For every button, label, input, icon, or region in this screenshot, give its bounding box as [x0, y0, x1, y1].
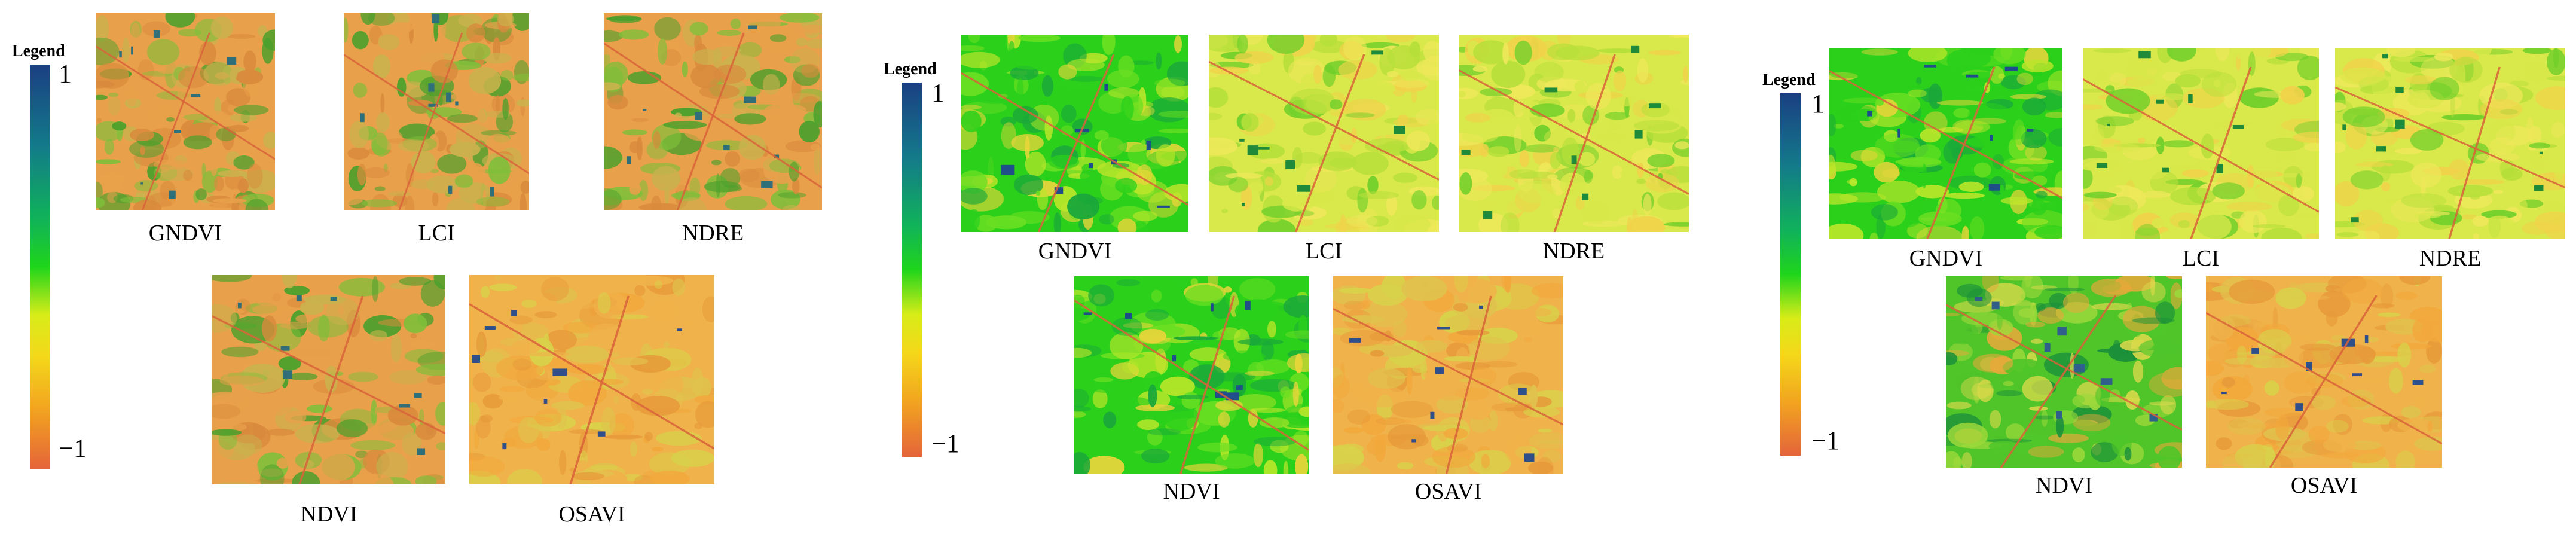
image-label: NDVI — [2036, 473, 2092, 498]
legend-colorbar — [1780, 93, 1801, 456]
legend-title: Legend — [884, 60, 937, 78]
map-image — [604, 13, 822, 210]
legend-min: −1 — [931, 429, 959, 458]
map-image — [1333, 276, 1563, 474]
image-label: GNDVI — [1909, 246, 1983, 271]
map-image — [212, 275, 445, 484]
map-image — [96, 13, 275, 210]
map-image — [2206, 276, 2442, 468]
image-label: NDVI — [300, 502, 357, 527]
legend-max: 1 — [59, 59, 72, 89]
legend-max: 1 — [931, 78, 945, 108]
map-image — [961, 35, 1188, 232]
image-label: OSAVI — [1414, 479, 1482, 504]
legend-min: −1 — [1811, 426, 1839, 455]
legend-min: −1 — [59, 434, 87, 463]
image-label: NDRE — [2419, 246, 2482, 271]
legend-colorbar — [30, 65, 50, 469]
image-label: GNDVI — [148, 221, 222, 246]
image-label: LCI — [1305, 239, 1343, 264]
map-image — [1074, 276, 1309, 474]
legend-colorbar — [902, 83, 922, 457]
legend-title: Legend — [1762, 71, 1816, 89]
image-label: NDVI — [1163, 479, 1220, 504]
image-label: LCI — [418, 221, 455, 246]
legend-title: Legend — [12, 42, 65, 60]
map-image — [1459, 35, 1689, 232]
image-label: OSAVI — [558, 502, 625, 527]
image-label: NDRE — [682, 221, 744, 246]
map-image — [1209, 35, 1439, 232]
map-image — [1946, 276, 2182, 468]
image-label: NDRE — [1542, 239, 1605, 264]
map-image — [2335, 48, 2565, 239]
legend-max: 1 — [1811, 89, 1825, 118]
image-label: OSAVI — [2290, 473, 2358, 498]
map-image — [1829, 48, 2062, 239]
image-label: LCI — [2182, 246, 2220, 271]
map-image — [344, 13, 529, 210]
map-image — [2083, 48, 2319, 239]
image-label: GNDVI — [1038, 239, 1112, 264]
map-image — [469, 275, 714, 484]
